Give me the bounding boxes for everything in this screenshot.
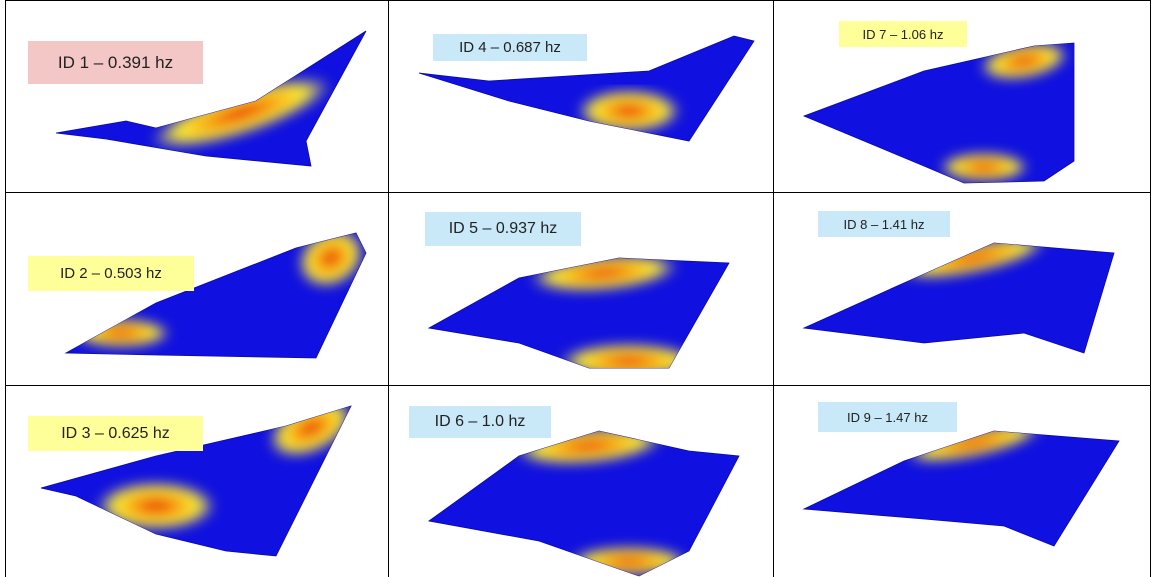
- mode-shape: [427, 257, 730, 369]
- mode-label: ID 2 – 0.503 hz: [28, 256, 194, 291]
- mode-panel: ID 9 – 1.47 hz: [773, 385, 1151, 577]
- mode-label: ID 3 – 0.625 hz: [28, 416, 203, 451]
- mode-label: ID 6 – 1.0 hz: [409, 406, 551, 438]
- mode-label: ID 7 – 1.06 hz: [839, 21, 967, 47]
- mode-label: ID 5 – 0.937 hz: [425, 212, 581, 246]
- mode-panel: ID 5 – 0.937 hz: [388, 192, 774, 386]
- mode-shape: [428, 430, 740, 577]
- mode-panel: ID 2 – 0.503 hz: [5, 192, 389, 386]
- mode-panel: ID 8 – 1.41 hz: [773, 192, 1151, 386]
- mode-shape: [802, 242, 1115, 354]
- mode-label: ID 4 – 0.687 hz: [433, 34, 587, 61]
- mode-shape: [55, 30, 367, 167]
- mode-shape: [40, 405, 352, 557]
- mode-panel: ID 4 – 0.687 hz: [388, 0, 774, 193]
- mode-shape: [802, 430, 1120, 547]
- mode-label: ID 9 – 1.47 hz: [818, 402, 957, 432]
- mode-shape: [802, 42, 1075, 184]
- mode-shape: [418, 35, 755, 142]
- mode-label: ID 1 – 0.391 hz: [28, 41, 203, 84]
- mode-panel: ID 3 – 0.625 hz: [5, 385, 389, 577]
- mode-panel: ID 7 – 1.06 hz: [773, 0, 1151, 193]
- mode-panel: ID 1 – 0.391 hz: [5, 0, 389, 193]
- mode-panel: ID 6 – 1.0 hz: [388, 385, 774, 577]
- mode-shape: [64, 232, 367, 359]
- mode-label: ID 8 – 1.41 hz: [818, 211, 950, 237]
